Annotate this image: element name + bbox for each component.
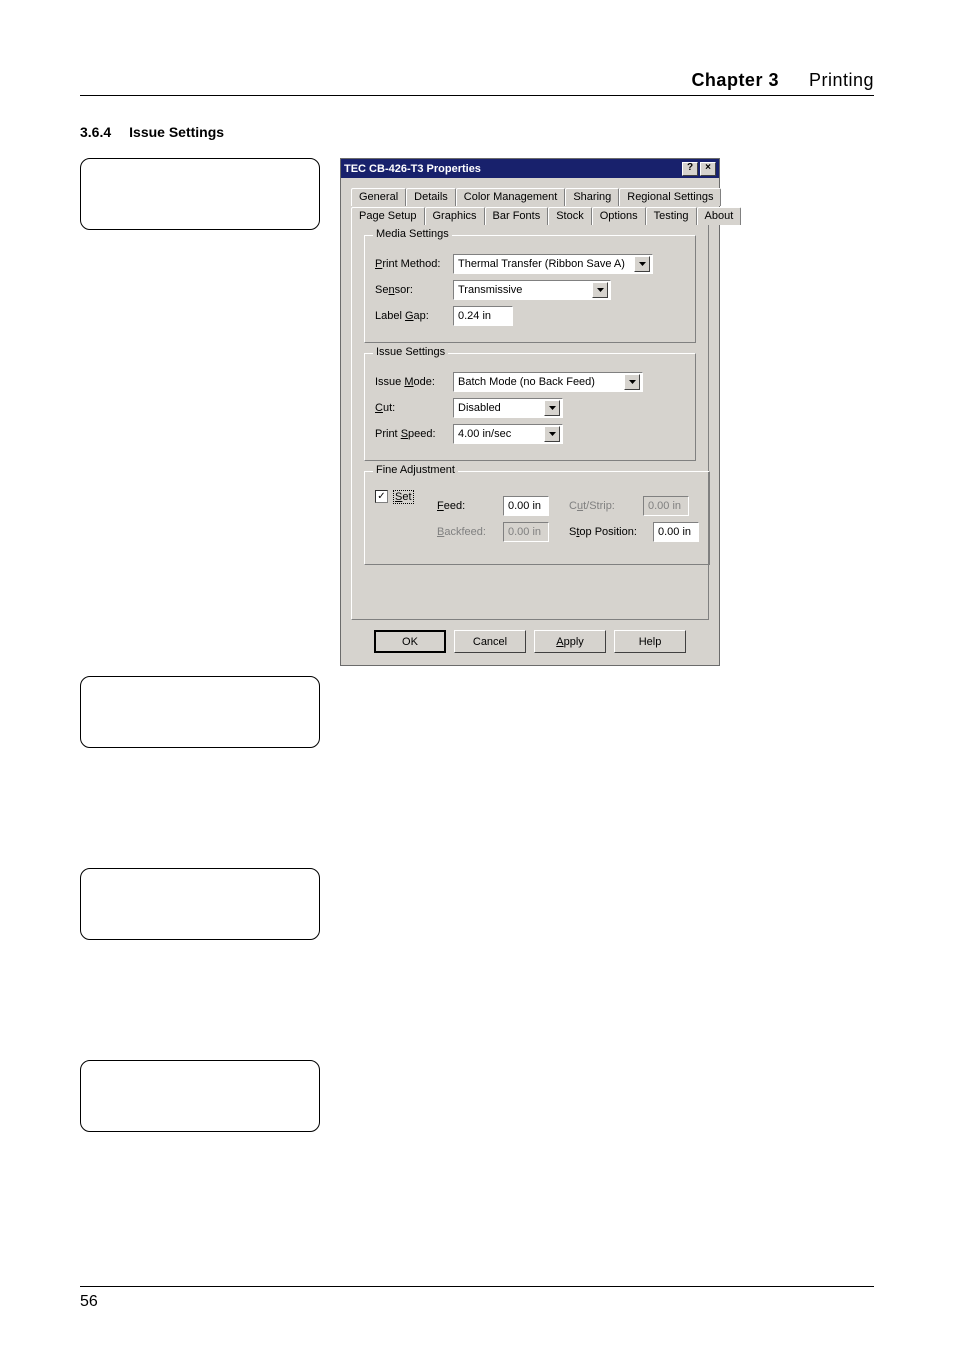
print-method-select[interactable]: Thermal Transfer (Ribbon Save A) bbox=[453, 254, 653, 274]
issue-settings-legend: Issue Settings bbox=[373, 346, 448, 358]
media-settings-group: Media Settings Print Method: Thermal Tra… bbox=[364, 235, 696, 343]
cancel-button[interactable]: Cancel bbox=[454, 630, 526, 653]
properties-dialog: TEC CB-426-T3 Properties ? × General Det… bbox=[340, 158, 720, 666]
help-icon[interactable]: ? bbox=[682, 162, 698, 176]
label-gap-label: Label Gap: bbox=[375, 310, 453, 322]
content-row: TEC CB-426-T3 Properties ? × General Det… bbox=[80, 158, 874, 666]
lower-boxes bbox=[80, 676, 874, 1132]
print-speed-value: 4.00 in/sec bbox=[458, 428, 511, 440]
tab-general[interactable]: General bbox=[351, 188, 406, 206]
description-box-3 bbox=[80, 868, 320, 940]
set-checkbox[interactable] bbox=[375, 490, 388, 503]
chevron-down-icon[interactable] bbox=[544, 426, 560, 442]
page-footer: 56 bbox=[80, 1286, 874, 1311]
tab-sharing[interactable]: Sharing bbox=[565, 188, 619, 206]
page-header: Chapter 3 Printing bbox=[80, 70, 874, 96]
tab-graphics[interactable]: Graphics bbox=[425, 207, 485, 225]
sensor-select[interactable]: Transmissive bbox=[453, 280, 611, 300]
tab-testing[interactable]: Testing bbox=[646, 207, 697, 225]
tab-about[interactable]: About bbox=[697, 207, 742, 225]
issue-settings-group: Issue Settings Issue Mode: Batch Mode (n… bbox=[364, 353, 696, 461]
titlebar-buttons: ? × bbox=[682, 162, 716, 176]
tab-regional-settings[interactable]: Regional Settings bbox=[619, 188, 721, 206]
chevron-down-icon[interactable] bbox=[624, 374, 640, 390]
tab-bar-fonts[interactable]: Bar Fonts bbox=[485, 207, 549, 225]
help-button[interactable]: Help bbox=[614, 630, 686, 653]
tab-color-management[interactable]: Color Management bbox=[456, 188, 566, 206]
tab-row-1: General Details Color Management Sharing… bbox=[351, 188, 721, 206]
section-heading: 3.6.4 Issue Settings bbox=[80, 124, 874, 140]
dialog-body: General Details Color Management Sharing… bbox=[341, 178, 719, 665]
sensor-label: Sensor: bbox=[375, 284, 453, 296]
tab-row-2: Page Setup Graphics Bar Fonts Stock Opti… bbox=[351, 207, 741, 225]
chapter-label: Chapter 3 bbox=[691, 70, 779, 91]
section-title: Issue Settings bbox=[129, 124, 224, 140]
backfeed-input: 0.00 in bbox=[503, 522, 549, 542]
print-speed-label: Print Speed: bbox=[375, 428, 453, 440]
feed-input[interactable]: 0.00 in bbox=[503, 496, 549, 516]
print-method-label: Print Method: bbox=[375, 258, 453, 270]
section-number: 3.6.4 bbox=[80, 124, 111, 140]
ok-button[interactable]: OK bbox=[374, 630, 446, 653]
fine-adjustment-legend: Fine Adjustment bbox=[373, 464, 458, 476]
issue-mode-value: Batch Mode (no Back Feed) bbox=[458, 376, 595, 388]
tab-options[interactable]: Options bbox=[592, 207, 646, 225]
cut-label: Cut: bbox=[375, 402, 453, 414]
chapter-title: Printing bbox=[809, 70, 874, 91]
page-number: 56 bbox=[80, 1293, 98, 1310]
cutstrip-input: 0.00 in bbox=[643, 496, 689, 516]
description-box-1 bbox=[80, 158, 320, 230]
tab-details[interactable]: Details bbox=[406, 188, 456, 206]
stop-position-input[interactable]: 0.00 in bbox=[653, 522, 699, 542]
backfeed-label: Backfeed: bbox=[437, 526, 497, 538]
issue-mode-select[interactable]: Batch Mode (no Back Feed) bbox=[453, 372, 643, 392]
cutstrip-label: Cut/Strip: bbox=[569, 500, 637, 512]
cut-select[interactable]: Disabled bbox=[453, 398, 563, 418]
close-icon[interactable]: × bbox=[700, 162, 716, 176]
stop-position-label: Stop Position: bbox=[569, 526, 647, 538]
feed-label: Feed: bbox=[437, 500, 497, 512]
dialog-title-text: TEC CB-426-T3 Properties bbox=[344, 163, 481, 175]
tab-pane-stock: Media Settings Print Method: Thermal Tra… bbox=[351, 225, 709, 620]
tab-page-setup[interactable]: Page Setup bbox=[351, 207, 425, 225]
dialog-button-row: OK Cancel Apply Help bbox=[351, 630, 709, 653]
fine-adjustment-group: Fine Adjustment Set Feed: 0.00 in Cut/St… bbox=[364, 471, 710, 565]
chevron-down-icon[interactable] bbox=[634, 256, 650, 272]
set-checkbox-label[interactable]: Set bbox=[394, 491, 413, 503]
chevron-down-icon[interactable] bbox=[592, 282, 608, 298]
label-gap-input[interactable]: 0.24 in bbox=[453, 306, 513, 326]
tab-stock[interactable]: Stock bbox=[548, 207, 592, 225]
print-speed-select[interactable]: 4.00 in/sec bbox=[453, 424, 563, 444]
apply-button[interactable]: Apply bbox=[534, 630, 606, 653]
tab-strip: General Details Color Management Sharing… bbox=[351, 188, 709, 226]
dialog-titlebar[interactable]: TEC CB-426-T3 Properties ? × bbox=[341, 159, 719, 178]
chevron-down-icon[interactable] bbox=[544, 400, 560, 416]
description-box-4 bbox=[80, 1060, 320, 1132]
sensor-value: Transmissive bbox=[458, 284, 522, 296]
description-box-2 bbox=[80, 676, 320, 748]
left-column bbox=[80, 158, 320, 666]
issue-mode-label: Issue Mode: bbox=[375, 376, 453, 388]
media-settings-legend: Media Settings bbox=[373, 228, 452, 240]
cut-value: Disabled bbox=[458, 402, 501, 414]
print-method-value: Thermal Transfer (Ribbon Save A) bbox=[458, 258, 625, 270]
